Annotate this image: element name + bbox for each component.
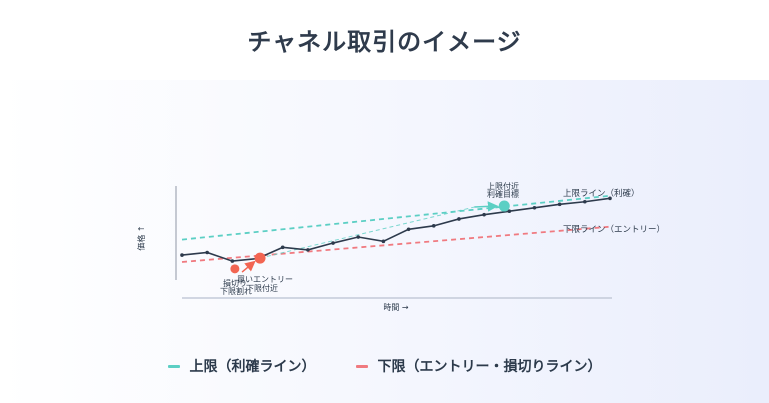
upper-line-label: 上限ライン（利確） xyxy=(563,188,640,199)
lower-line-label: 下限ライン（エントリー） xyxy=(563,224,665,235)
legend-label-upper: 上限（利確ライン） xyxy=(189,359,316,375)
legend-swatch-upper xyxy=(167,364,180,368)
x-axis-label: 時間 → xyxy=(383,303,409,312)
price-point xyxy=(280,245,285,250)
price-point xyxy=(457,217,461,221)
price-point xyxy=(532,205,537,210)
stop-loss-marker xyxy=(230,264,240,274)
entry-to-exit-guide xyxy=(259,206,475,259)
price-point xyxy=(356,235,361,239)
entry-label-2: 下限付近 xyxy=(246,283,278,293)
price-point xyxy=(381,239,386,244)
price-point xyxy=(583,199,587,204)
price-line xyxy=(181,197,611,262)
price-point xyxy=(331,241,335,245)
take-profit-marker xyxy=(498,200,510,212)
stop-label-1: 損切り xyxy=(223,278,247,288)
y-axis-label: 価格 ↑ xyxy=(136,225,146,250)
price-point xyxy=(557,202,562,207)
price-point xyxy=(230,259,235,263)
legend-item-lower: 下限（エントリー・損切りライン） xyxy=(355,356,602,376)
lower-channel-line xyxy=(181,225,611,263)
price-point xyxy=(482,212,486,217)
price-point xyxy=(507,209,512,214)
legend-swatch-lower xyxy=(355,364,368,368)
price-point xyxy=(406,227,411,232)
legend-label-lower: 下限（エントリー・損切りライン） xyxy=(377,359,602,375)
exit-arrow xyxy=(474,201,499,212)
exit-label-2: 利確目標 xyxy=(487,189,519,199)
entry-arrow xyxy=(241,260,256,273)
upper-channel-line xyxy=(181,194,611,241)
stop-label-2: 下限割れ xyxy=(220,286,252,296)
price-point xyxy=(180,253,184,257)
page-title: チャネル取引のイメージ xyxy=(247,28,522,56)
entry-marker xyxy=(254,252,266,264)
legend-item-upper: 上限（利確ライン） xyxy=(167,356,316,376)
price-point xyxy=(205,250,209,255)
legend: 上限（利確ライン） 下限（エントリー・損切りライン） xyxy=(0,356,769,376)
entry-label-1: 買いエントリー xyxy=(237,275,293,284)
price-point xyxy=(608,196,612,201)
price-point xyxy=(306,248,310,252)
exit-label-1: 上限付近 xyxy=(487,181,519,191)
price-point xyxy=(431,224,436,228)
